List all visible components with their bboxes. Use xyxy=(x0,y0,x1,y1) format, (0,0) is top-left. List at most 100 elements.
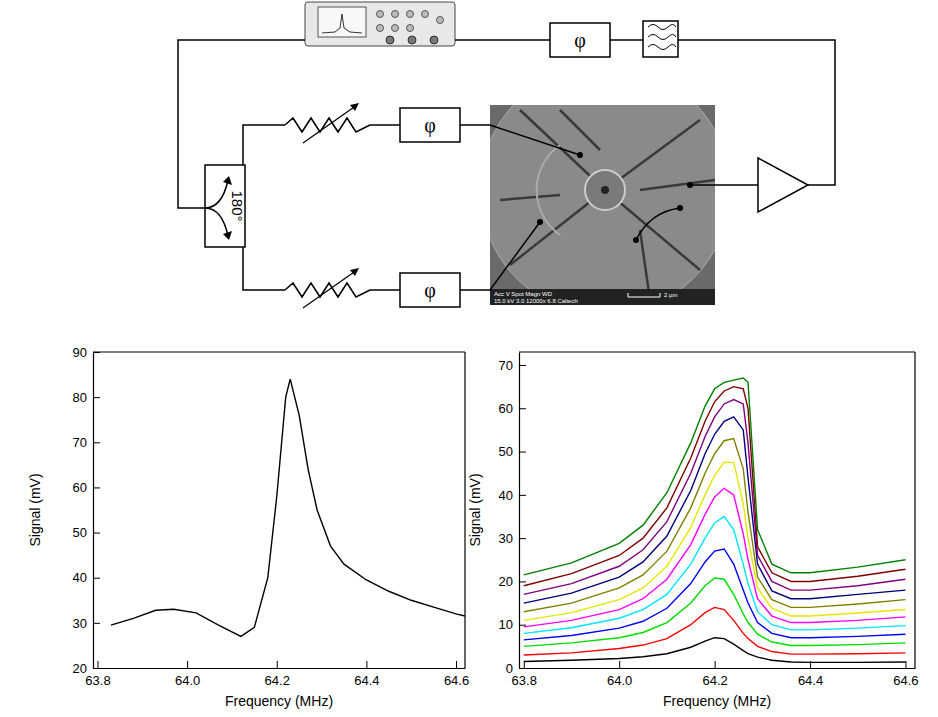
y-tick-label: 20 xyxy=(73,661,87,676)
tick-mark xyxy=(187,661,188,668)
y-axis: 2030405060708090 xyxy=(73,345,100,676)
y-tick-label: 80 xyxy=(73,390,87,405)
y-tick-label: 10 xyxy=(499,617,513,632)
tick-mark xyxy=(93,442,100,443)
x-axis: 63.8 64.0 64.2 64.4 64.6 xyxy=(85,661,469,688)
analyzer-body xyxy=(305,2,455,46)
arrow-head xyxy=(350,268,359,276)
series-line xyxy=(524,378,906,575)
plot-frame xyxy=(93,351,465,352)
filter-symbol xyxy=(648,35,676,40)
tick-mark xyxy=(519,625,526,626)
tick-mark xyxy=(519,581,526,582)
figure: φ180°φφAcc V Spot Magn WD15.0 kV 3.0 120… xyxy=(0,0,938,717)
x-tick-label: 64.0 xyxy=(175,673,200,688)
diagram: φ180°φφAcc V Spot Magn WD15.0 kV 3.0 120… xyxy=(178,2,835,315)
y-tick: 60 xyxy=(73,480,100,495)
sem-hole xyxy=(601,186,609,194)
x-tick: 64.6 xyxy=(444,661,469,688)
sem-ring xyxy=(585,170,625,210)
x-tick-label: 64.4 xyxy=(798,673,823,688)
y-tick: 70 xyxy=(499,358,526,373)
y-tick-label: 30 xyxy=(73,616,87,631)
x-tick: 64.0 xyxy=(607,661,632,688)
sem-disc xyxy=(490,105,715,305)
x-tick-label: 64.6 xyxy=(444,673,469,688)
tick-mark xyxy=(810,661,811,668)
series-line xyxy=(111,379,465,636)
y-tick: 10 xyxy=(499,617,526,632)
y-tick: 80 xyxy=(73,390,100,405)
tick-mark xyxy=(456,661,457,668)
y-tick-label: 30 xyxy=(499,531,513,546)
wire xyxy=(636,208,680,240)
y-tick-label: 50 xyxy=(73,525,87,540)
splitter-label: 180° xyxy=(229,190,246,221)
sem-info-bar xyxy=(490,289,715,305)
y-tick: 30 xyxy=(73,616,100,631)
x-tick: 64.6 xyxy=(893,661,918,688)
scale-bar-label: 2 µm xyxy=(664,292,677,298)
phase-label: φ xyxy=(574,29,586,52)
tick-mark xyxy=(93,487,100,488)
sem-info: Acc V Spot Magn WD xyxy=(494,291,553,297)
sem-image: Acc V Spot Magn WD15.0 kV 3.0 12000x 6.8… xyxy=(480,65,730,315)
wire xyxy=(243,247,285,290)
x-tick: 64.4 xyxy=(354,661,379,688)
x-tick: 64.2 xyxy=(702,661,727,688)
phase-shifter xyxy=(400,273,460,307)
wire xyxy=(460,222,540,290)
tick-mark xyxy=(519,408,526,409)
y-axis-title: Signal (mV) xyxy=(27,473,43,546)
series-line xyxy=(524,400,906,595)
x-tick-label: 64.2 xyxy=(702,673,727,688)
contact xyxy=(537,219,543,225)
axis-line xyxy=(93,353,94,669)
plot-frame xyxy=(519,351,915,352)
tick-mark xyxy=(524,661,525,668)
y-tick: 40 xyxy=(499,488,526,503)
analyzer-knob xyxy=(437,17,444,24)
y-tick-label: 20 xyxy=(499,574,513,589)
y-tick-label: 40 xyxy=(499,488,513,503)
y-tick: 30 xyxy=(499,531,526,546)
plot-frame xyxy=(464,352,465,668)
x-axis: 63.8 64.0 64.2 64.4 64.6 xyxy=(512,661,919,688)
x-tick: 63.8 xyxy=(512,661,537,688)
x-tick-label: 63.8 xyxy=(85,673,110,688)
tick-mark xyxy=(715,661,716,668)
wire xyxy=(243,125,285,165)
y-tick: 50 xyxy=(499,444,526,459)
analyzer-trace xyxy=(322,14,362,33)
splitter-arrow xyxy=(205,180,228,208)
y-tick: 50 xyxy=(73,525,100,540)
axis-line xyxy=(520,668,916,669)
y-tick-label: 0 xyxy=(506,661,513,676)
y-tick-label: 90 xyxy=(73,345,87,360)
contact xyxy=(677,205,683,211)
series-line xyxy=(524,488,906,627)
scale-bar xyxy=(628,293,660,297)
chart: 63.864.064.264.464.62030405060708090Freq… xyxy=(27,345,469,709)
contact xyxy=(687,182,693,188)
tick-mark xyxy=(519,365,526,366)
splitter-arrow xyxy=(205,208,228,236)
y-tick-label: 40 xyxy=(73,570,87,585)
chart: 63.864.064.264.464.6010203040506070Frequ… xyxy=(467,352,919,709)
tick-mark xyxy=(519,538,526,539)
analyzer-port xyxy=(386,36,394,44)
tick-mark xyxy=(93,623,100,624)
tick-mark xyxy=(93,533,100,534)
contact xyxy=(577,152,583,158)
analyzer-port xyxy=(408,36,416,44)
series-line xyxy=(524,462,906,620)
wire xyxy=(690,184,758,186)
y-axis: 010203040506070 xyxy=(499,353,526,676)
y-tick-label: 50 xyxy=(499,444,513,459)
x-tick-label: 64.2 xyxy=(265,673,290,688)
arrow-head xyxy=(350,103,359,111)
x-tick-label: 63.8 xyxy=(512,673,537,688)
sem-gap xyxy=(560,110,600,150)
plot-frame xyxy=(914,352,915,668)
wire xyxy=(610,39,643,41)
